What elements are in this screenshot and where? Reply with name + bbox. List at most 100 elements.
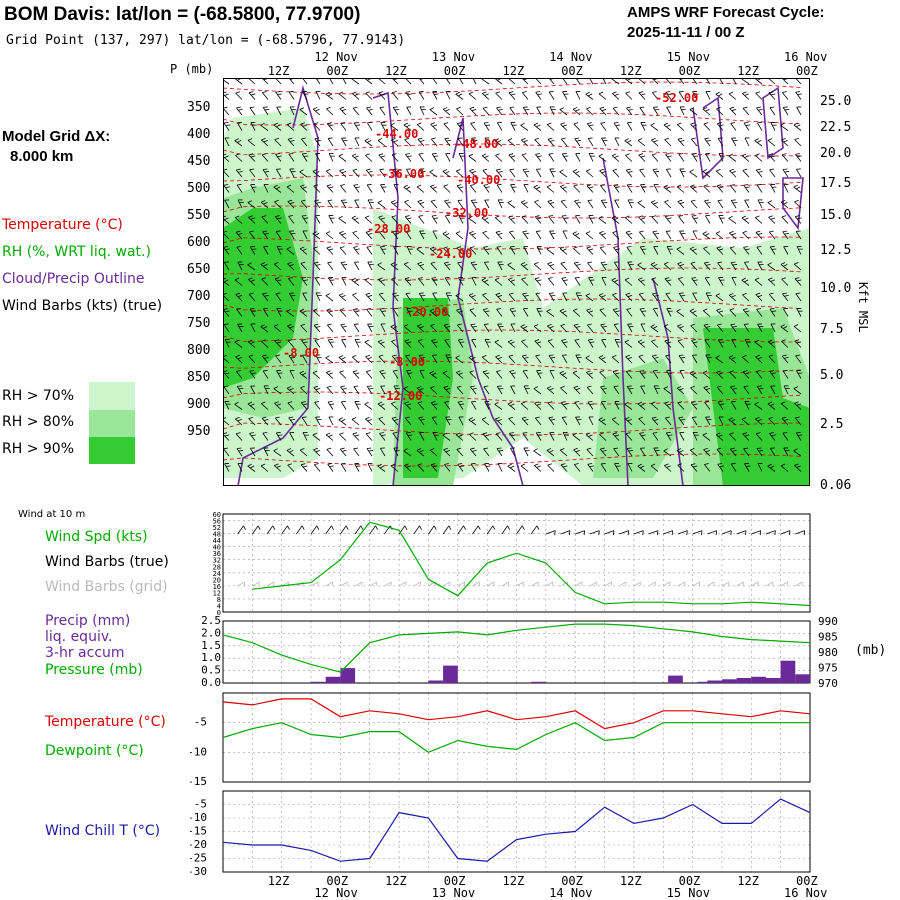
wind-barb (276, 106, 282, 116)
wind-barb (627, 122, 633, 131)
wind-barb (587, 339, 595, 348)
wind-barb (666, 168, 672, 178)
wind-barb (663, 324, 672, 333)
wind-barb (482, 432, 490, 441)
wind-barb (703, 323, 711, 333)
wind-barb (547, 463, 555, 472)
wind-barb (744, 401, 751, 410)
wind-barb (443, 246, 451, 255)
wind-barb (624, 401, 633, 410)
wind-barb (587, 323, 594, 333)
wind-barb (703, 184, 711, 193)
wind-barb (262, 292, 269, 302)
wind-barb (353, 246, 360, 255)
wind-barb (613, 385, 620, 395)
wind-barb (704, 137, 711, 147)
wind-barb-grid (472, 581, 480, 587)
bottom-time-tick-label: 12Z (737, 874, 759, 888)
wind-barb (417, 261, 425, 271)
wind-barb (235, 230, 243, 240)
wind-barb (300, 122, 308, 131)
wind-speed-tick-label: 32 (213, 557, 221, 565)
wind-barb (457, 323, 464, 333)
wind-barb (560, 199, 568, 209)
wind-barb (497, 323, 504, 333)
wind-barb (572, 370, 581, 379)
wind-barb (560, 463, 568, 472)
wind-barb (340, 463, 347, 472)
wind-barb (444, 339, 451, 348)
wind-barb (495, 230, 503, 240)
bottom-date-label: 14 Nov (549, 886, 593, 900)
wind-barb (364, 138, 373, 147)
wind-barb (325, 91, 334, 100)
wind-barb (430, 385, 438, 395)
temperature-contour (223, 329, 803, 343)
wind-barb (470, 199, 478, 209)
wind-barb (341, 137, 348, 147)
wind-barb (403, 262, 412, 271)
wind-barb (718, 78, 724, 85)
wind-barb (432, 432, 439, 441)
wind-barb-true (633, 530, 644, 536)
wind-barb (483, 122, 491, 131)
wind-barb-true (545, 530, 556, 536)
wind-barb (353, 447, 360, 457)
wind-barb (432, 230, 438, 240)
wind-barb (780, 200, 789, 209)
wind-barb (575, 153, 581, 162)
wind-barb (756, 370, 763, 379)
panel-frame (222, 620, 811, 684)
wind-barb-grid (398, 581, 407, 587)
wind-barb (575, 91, 581, 100)
wind-barb (690, 323, 698, 333)
wind-barb (223, 447, 230, 457)
wind-barb (705, 354, 712, 364)
wind-barb (689, 246, 698, 255)
wind-barb (587, 401, 595, 410)
wind-barb (535, 230, 542, 240)
wind-barb (536, 308, 543, 317)
wind-barb (250, 323, 256, 333)
wind-barb (704, 277, 711, 286)
wind-barb-grid (501, 581, 510, 587)
wind-barb (234, 215, 243, 224)
wind-speed-line (252, 521, 811, 607)
wind-barb (768, 215, 776, 224)
wind-barb (287, 261, 295, 271)
top-date-label: 16 Nov (784, 50, 828, 64)
wind-barb (666, 246, 673, 255)
wind-barb (379, 308, 387, 317)
wind-barb (455, 91, 464, 100)
wind-barb (482, 308, 490, 317)
wind-barb (559, 448, 568, 457)
wind-barb (767, 463, 776, 472)
wind-barb (468, 153, 477, 162)
wind-barb (430, 463, 438, 472)
wind-barb (354, 137, 360, 147)
wind-barb (781, 416, 789, 426)
wind-barb (302, 230, 308, 240)
wind-barb (468, 215, 477, 224)
wind-barb (548, 416, 555, 426)
wind-barb (546, 246, 555, 255)
wind-barb-true (501, 525, 511, 535)
wind-barb (352, 308, 360, 317)
wind-barb (457, 463, 464, 472)
wind-barb (484, 463, 491, 472)
wind-barb (559, 246, 568, 255)
bottom-date-label: 15 Nov (666, 886, 710, 900)
wind-barb (611, 153, 620, 162)
wind-barb-grid (589, 581, 598, 587)
wind-barb (300, 323, 308, 333)
wind-barb (483, 323, 490, 333)
wind-barb-true (252, 525, 261, 535)
wind-barb (299, 169, 308, 178)
wind-barb (274, 339, 282, 348)
wind-barb (417, 401, 425, 410)
wind-barb (377, 463, 386, 472)
wind-barb (562, 91, 569, 100)
wind-barb (731, 137, 738, 147)
wind-barb (431, 137, 438, 147)
pressure-tick-label: 970 (818, 677, 838, 690)
